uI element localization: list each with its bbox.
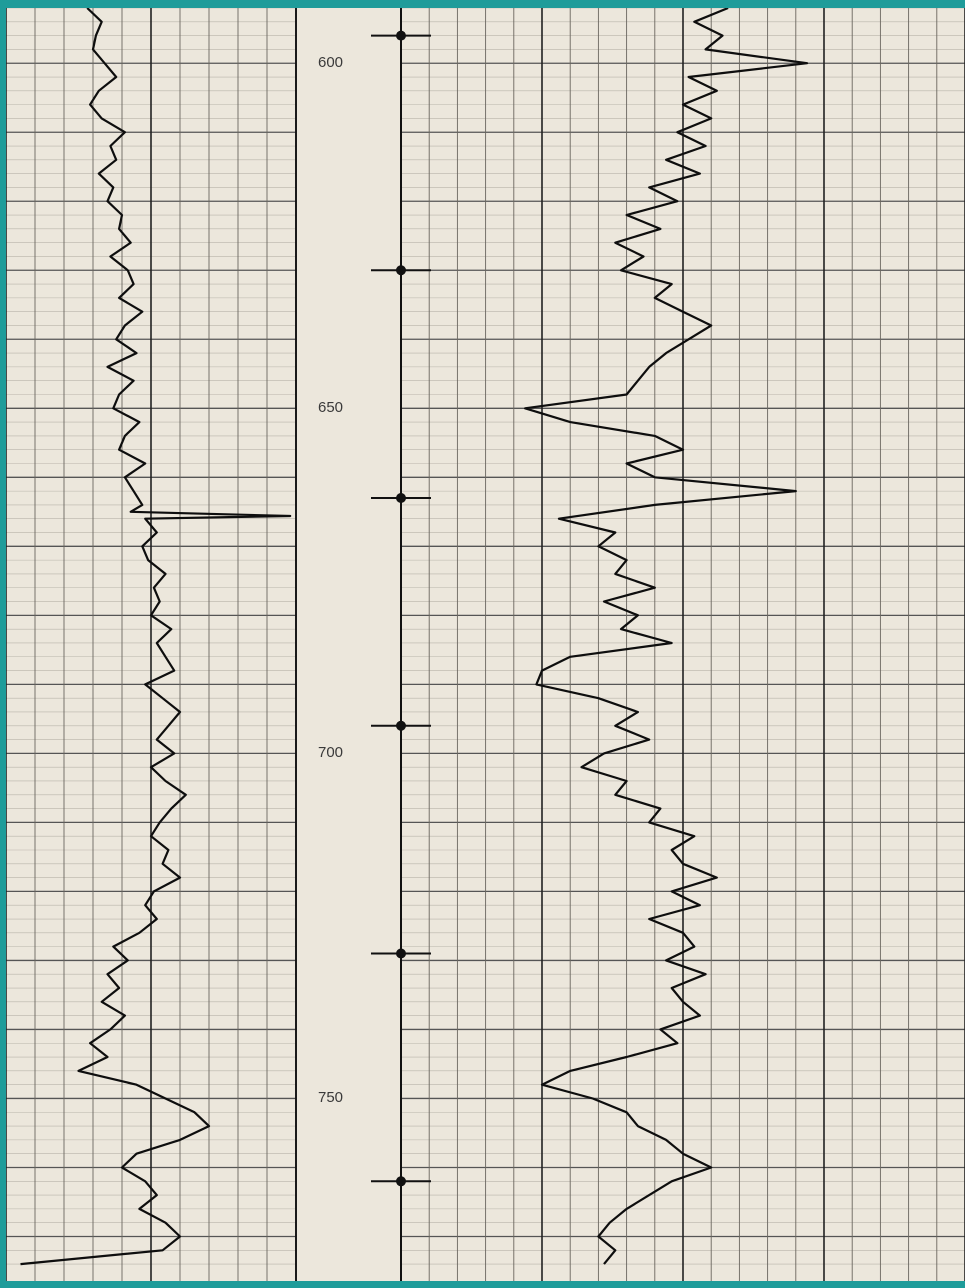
depth-marker-dot [396, 720, 406, 731]
depth-marker-dot [396, 1176, 406, 1187]
log-curve-right [524, 8, 809, 1265]
grid-layer [6, 8, 965, 1281]
depth-marker-dot [396, 948, 406, 959]
depth-marker-dot [396, 493, 406, 504]
log-curve-left [20, 8, 292, 1266]
depth-marker-dot [396, 30, 406, 41]
log-chart-svg [6, 8, 965, 1281]
curve-layer [20, 8, 809, 1266]
depth-tick-label: 600 [318, 54, 344, 72]
depth-tick-label: 700 [318, 744, 344, 762]
depth-track-layer [295, 8, 431, 1281]
depth-tick-label: 650 [318, 399, 344, 417]
depth-tick-label: 750 [318, 1089, 344, 1107]
log-chart-sheet: 600 650 700 750 [6, 8, 965, 1281]
depth-marker-dot [396, 265, 406, 276]
